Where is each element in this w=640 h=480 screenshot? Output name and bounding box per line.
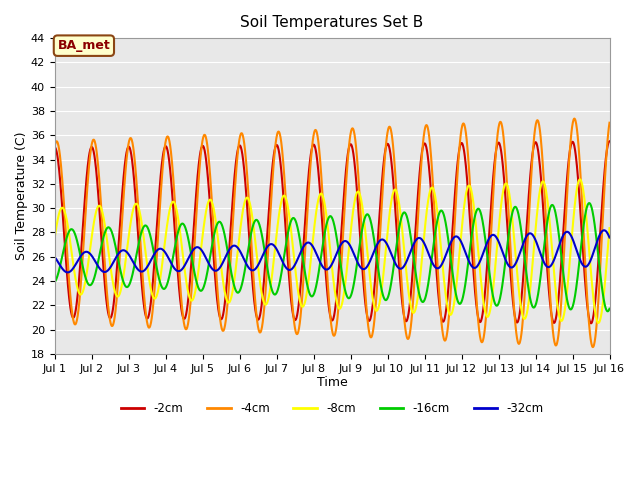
-16cm — [605, 306, 613, 312]
-8cm — [308, 250, 316, 255]
-2cm — [605, 138, 613, 144]
-8cm — [576, 177, 584, 182]
-32cm — [600, 228, 608, 233]
-4cm — [116, 247, 124, 252]
Legend: -2cm, -4cm, -8cm, -16cm, -32cm: -2cm, -4cm, -8cm, -16cm, -32cm — [116, 398, 548, 420]
-32cm — [605, 235, 613, 240]
-4cm — [605, 120, 613, 126]
-2cm — [51, 144, 59, 150]
-32cm — [51, 254, 59, 260]
X-axis label: Time: Time — [317, 376, 348, 389]
Y-axis label: Soil Temperature (C): Soil Temperature (C) — [15, 132, 28, 260]
-8cm — [51, 235, 59, 240]
-8cm — [286, 219, 294, 225]
-4cm — [308, 149, 316, 155]
-2cm — [94, 184, 102, 190]
-16cm — [367, 217, 374, 223]
-8cm — [94, 204, 102, 210]
-8cm — [605, 225, 613, 231]
Line: -4cm: -4cm — [55, 119, 609, 347]
-16cm — [298, 248, 305, 253]
-4cm — [286, 269, 294, 275]
-32cm — [287, 267, 294, 273]
-8cm — [595, 320, 602, 326]
-4cm — [51, 143, 59, 149]
-2cm — [116, 218, 124, 224]
-8cm — [367, 278, 374, 284]
-16cm — [51, 279, 59, 285]
-2cm — [298, 270, 305, 276]
-16cm — [116, 267, 124, 273]
Line: -8cm: -8cm — [55, 180, 609, 323]
Line: -32cm: -32cm — [55, 230, 609, 272]
-4cm — [367, 334, 374, 340]
-2cm — [367, 316, 374, 322]
Text: BA_met: BA_met — [58, 39, 110, 52]
-16cm — [94, 261, 102, 267]
Line: -16cm: -16cm — [55, 203, 609, 312]
-16cm — [286, 221, 294, 227]
-8cm — [116, 289, 124, 295]
-32cm — [367, 256, 374, 262]
-32cm — [308, 242, 316, 248]
-32cm — [116, 249, 124, 254]
-16cm — [604, 309, 611, 314]
-4cm — [570, 116, 578, 121]
-2cm — [286, 287, 294, 293]
Title: Soil Temperatures Set B: Soil Temperatures Set B — [241, 15, 424, 30]
-32cm — [64, 269, 72, 275]
-16cm — [308, 293, 316, 299]
-4cm — [589, 344, 596, 350]
-2cm — [308, 147, 316, 153]
-32cm — [94, 263, 102, 269]
-8cm — [298, 303, 305, 309]
-4cm — [298, 302, 305, 308]
-32cm — [298, 247, 306, 252]
Line: -2cm: -2cm — [55, 141, 609, 324]
-4cm — [94, 158, 102, 164]
-2cm — [587, 321, 595, 326]
-16cm — [586, 200, 593, 206]
